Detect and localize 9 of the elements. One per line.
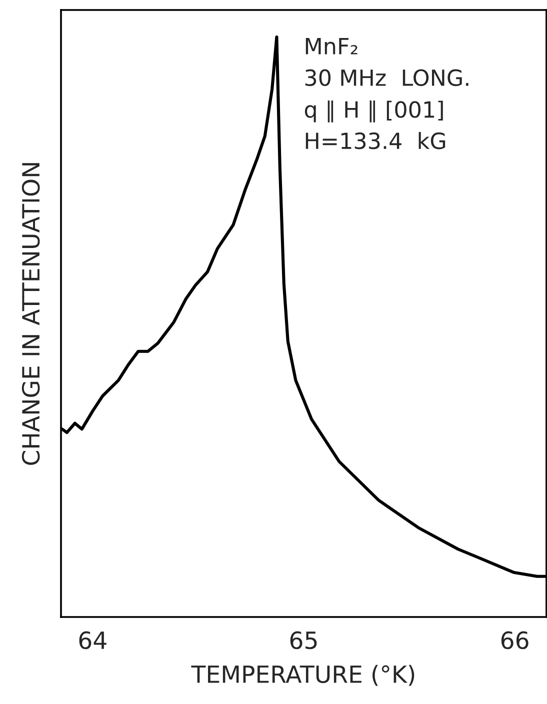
annotation: H=133.4 kG [306, 132, 446, 150]
annotation: MnF₂ [306, 38, 358, 54]
x-axis-title: TEMPERATURE (°K) [191, 664, 414, 686]
x-tick-label: 65 [290, 631, 317, 650]
annotation: 30 MHz LONG. [305, 69, 468, 86]
x-tick-label: 64 [79, 631, 106, 650]
annotation: q ∥ H ∥ [001] [304, 100, 443, 122]
y-axis-title: CHANGE IN ATTENUATION [22, 163, 40, 465]
x-tick-label: 66 [501, 631, 528, 650]
